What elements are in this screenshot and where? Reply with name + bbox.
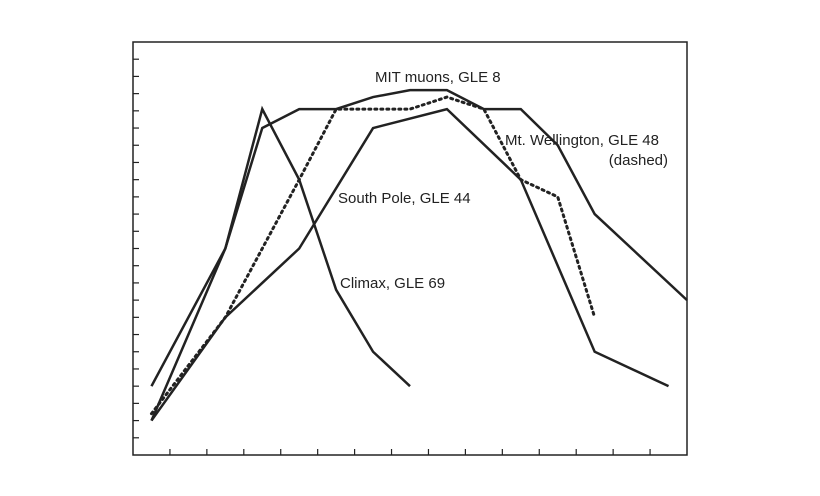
series-line [150, 107, 670, 422]
series-line [150, 88, 688, 422]
plot-frame [132, 41, 688, 456]
annotation: South Pole, GLE 44 [338, 190, 471, 207]
series-line [150, 105, 411, 388]
annotation: MIT muons, GLE 8 [375, 69, 501, 86]
annotation: (dashed) [609, 152, 668, 169]
series-line [149, 95, 597, 416]
annotation: Climax, GLE 69 [340, 275, 445, 292]
annotation: Mt. Wellington, GLE 48 [505, 132, 659, 149]
